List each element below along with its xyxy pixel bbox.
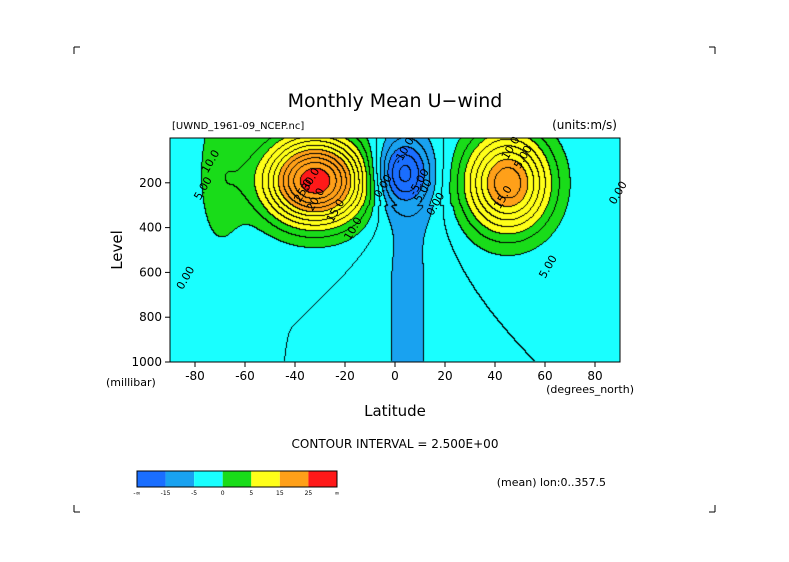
colorbar-swatch	[279, 471, 309, 487]
colorbar-label: -15	[161, 490, 171, 497]
y-axis: 200 400 600 800 1000	[131, 176, 170, 369]
colorbar-label: -5	[191, 490, 197, 497]
colorbar-swatch	[194, 471, 223, 487]
colorbar-frame	[136, 470, 338, 488]
x-tick-label: 40	[487, 369, 502, 383]
colorbar-label: 0	[221, 490, 225, 497]
chart-title: Monthly Mean U−wind	[288, 90, 503, 112]
colorbar-swatch	[308, 471, 337, 487]
colorbar-swatch	[165, 471, 195, 487]
plot-area: 10.05.00 30.025.020.015.010.00.00-10.0-5.…	[131, 134, 629, 383]
x-tick-label: 0	[391, 369, 399, 383]
x-tick-label: -20	[335, 369, 355, 383]
y-tick-label: 1000	[131, 355, 162, 369]
crop-marks	[73, 46, 716, 513]
x-axis: -80 -60 -40 -20 0 20 40 60 80	[185, 362, 603, 383]
y-tick-label: 400	[139, 221, 162, 235]
x-tick-label: -40	[285, 369, 305, 383]
y-tick-label: 600	[139, 265, 162, 279]
x-tick-label: 20	[437, 369, 452, 383]
units-label: (units:m/s)	[552, 118, 617, 132]
y-tick-label: 800	[139, 310, 162, 324]
y-tick-label: 200	[139, 176, 162, 190]
x-tick-label: 60	[537, 369, 552, 383]
colorbar: -∞ -15 -5 0 5 15 25 ∞	[133, 470, 340, 497]
colorbar-label: 15	[276, 490, 284, 497]
x-tick-label: -80	[185, 369, 205, 383]
colorbar-label: 5	[249, 490, 253, 497]
dataset-label: [UWND_1961-09_NCEP.nc]	[172, 121, 304, 132]
y-units-label: (millibar)	[106, 376, 156, 389]
x-tick-label: 80	[587, 369, 602, 383]
colorbar-label: -∞	[133, 490, 140, 497]
x-tick-label: -60	[235, 369, 255, 383]
x-units-label: (degrees_north)	[546, 383, 634, 396]
colorbar-label: ∞	[335, 490, 340, 497]
y-axis-title: Level	[108, 230, 126, 270]
footer-label: (mean) lon:0..357.5	[497, 476, 606, 489]
contour-interval-label: CONTOUR INTERVAL = 2.500E+00	[292, 437, 499, 451]
colorbar-swatch	[137, 471, 166, 487]
x-axis-title: Latitude	[364, 402, 426, 420]
colorbar-label: 25	[305, 490, 313, 497]
filled-contour-field	[170, 138, 620, 362]
colorbar-swatch	[222, 471, 252, 487]
colorbar-swatch	[251, 471, 280, 487]
